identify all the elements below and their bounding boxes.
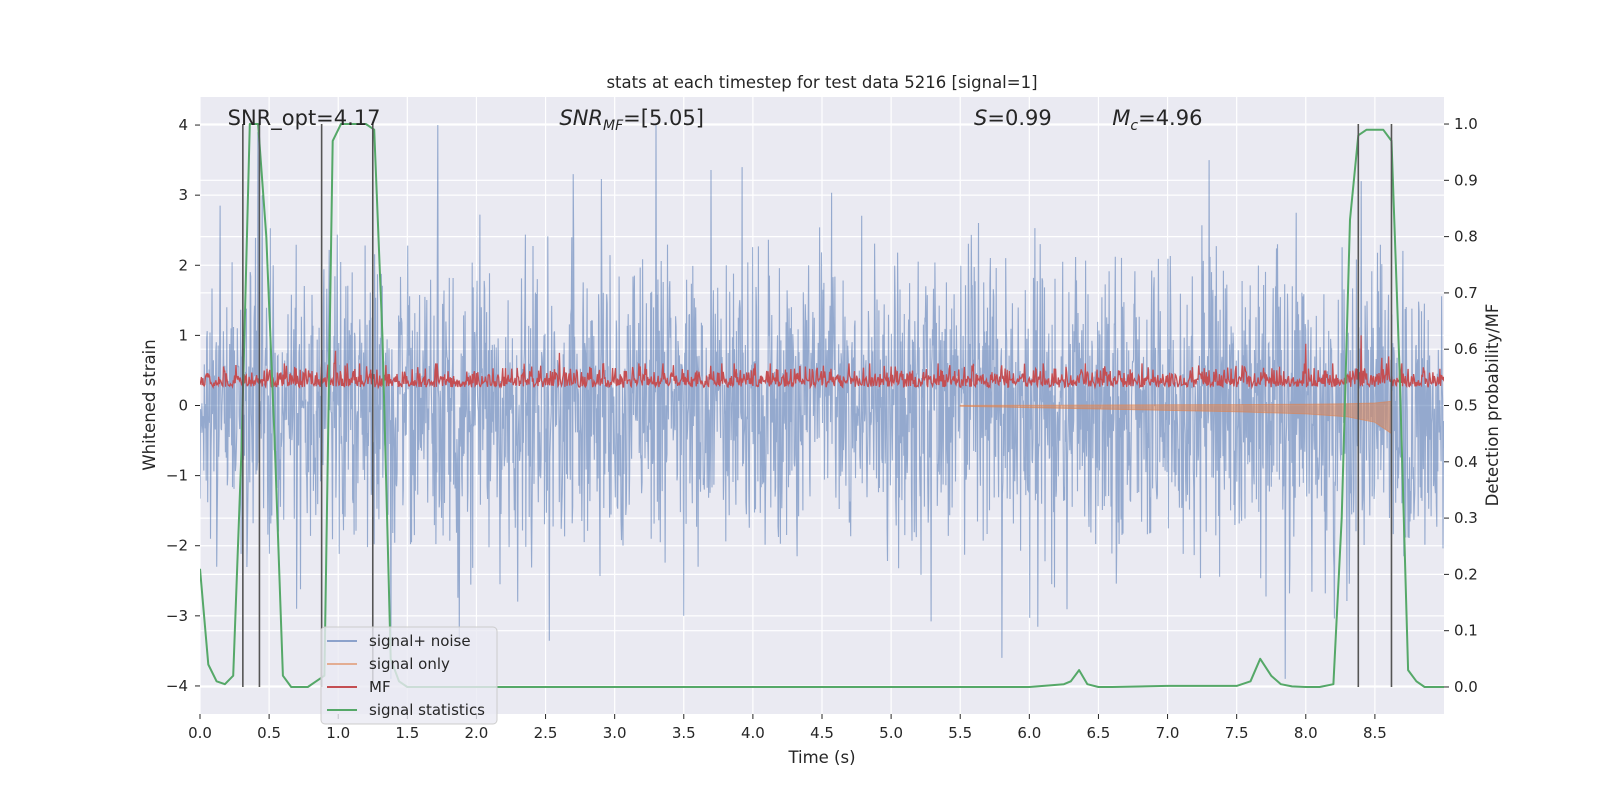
x-tick-label: 5.0 <box>879 724 903 742</box>
y2-tick-label: 0.9 <box>1454 171 1478 189</box>
series-signal-noise <box>200 124 1444 679</box>
y2-tick-label: 0.5 <box>1454 397 1478 415</box>
y-tick-label: −4 <box>166 677 188 695</box>
y-tick-label: −1 <box>166 467 188 485</box>
x-tick-label: 0.5 <box>257 724 281 742</box>
y2-tick-label: 0.1 <box>1454 622 1478 640</box>
x-tick-label: 0.0 <box>188 724 212 742</box>
legend-label: signal only <box>369 655 450 673</box>
legend-label: MF <box>369 678 391 696</box>
legend-label: signal+ noise <box>369 632 471 650</box>
x-tick-label: 8.5 <box>1363 724 1387 742</box>
x-tick-label: 3.0 <box>603 724 627 742</box>
y-tick-label: 1 <box>178 326 188 344</box>
x-tick-label: 3.5 <box>672 724 696 742</box>
y2-tick-label: 0.8 <box>1454 228 1478 246</box>
x-tick-label: 6.0 <box>1017 724 1041 742</box>
x-tick-label: 1.0 <box>326 724 350 742</box>
y2-tick-label: 1.0 <box>1454 115 1478 133</box>
x-tick-label: 7.5 <box>1225 724 1249 742</box>
y2-tick-label: 0.4 <box>1454 453 1478 471</box>
legend-box <box>320 626 498 725</box>
annotation: S=0.99 <box>974 106 1052 130</box>
annotations: SNR_opt=4.17 SNRMF=[5.05] S=0.99 Mc=4.96 <box>228 106 1203 134</box>
series-signal-statistics <box>200 123 1444 688</box>
y-axis-label: Whitened strain <box>140 339 159 470</box>
annotation: Mc=4.96 <box>1112 106 1202 134</box>
y2-tick-label: 0.2 <box>1454 565 1478 583</box>
y-tick-label: −2 <box>166 537 188 555</box>
x-tick-label: 8.0 <box>1294 724 1318 742</box>
y2-tick-label: 0.3 <box>1454 509 1478 527</box>
y2-tick-label: 0.0 <box>1454 678 1478 696</box>
legend: signal+ noise signal only MF signal statist… <box>320 626 498 725</box>
y2-tick-label: 0.6 <box>1454 340 1478 358</box>
y-tick-label: 0 <box>178 397 188 415</box>
y-tick-label: 2 <box>178 256 188 274</box>
y-tick-label: −3 <box>166 607 188 625</box>
y-tick-label: 4 <box>178 116 188 134</box>
x-tick-label: 2.5 <box>534 724 558 742</box>
x-tick-label: 7.0 <box>1156 724 1180 742</box>
y-axis-ticks: −4 −3 −2 −1 0 1 2 3 4 <box>166 116 200 695</box>
y-tick-label: 3 <box>178 186 188 204</box>
x-tick-label: 2.0 <box>465 724 489 742</box>
x-tick-label: 4.0 <box>741 724 765 742</box>
annotation: SNR_opt=4.17 <box>228 106 381 131</box>
chart-title: stats at each timestep for test data 521… <box>606 73 1037 92</box>
x-tick-label: 4.5 <box>810 724 834 742</box>
x-axis-ticks: 0.0 0.5 1.0 1.5 2.0 2.5 3.0 3.5 4.0 4.5 5.0 5.5 6.0 6… <box>188 714 1387 742</box>
y2-tick-label: 0.7 <box>1454 284 1478 302</box>
y2-axis-ticks: 0.0 0.1 0.2 0.3 0.4 0.5 0.6 0.7 0.8 0.9 1.0 <box>1444 115 1478 696</box>
legend-label: signal statistics <box>369 701 485 719</box>
annotation: SNRMF=[5.05] <box>559 106 704 134</box>
vertical-markers <box>242 124 1393 687</box>
plot-area <box>199 97 1444 714</box>
x-axis-label: Time (s) <box>787 748 855 767</box>
x-tick-label: 6.5 <box>1087 724 1111 742</box>
y2-axis-label: Detection probability/MF <box>1483 304 1502 507</box>
series-mf <box>200 335 1444 390</box>
x-tick-label: 5.5 <box>948 724 972 742</box>
x-tick-label: 1.5 <box>395 724 419 742</box>
